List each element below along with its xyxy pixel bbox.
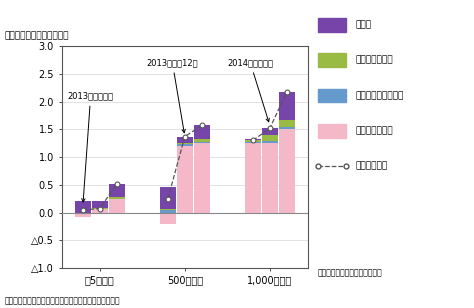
Bar: [92, 209, 108, 213]
Bar: [75, 201, 91, 213]
Text: （備考）厚生労働省「毎月勤労統計調査」により作成。: （備考）厚生労働省「毎月勤労統計調査」により作成。: [5, 296, 120, 305]
Bar: [160, 210, 176, 213]
Text: （常用労働者数別事業所規模）: （常用労働者数別事業所規模）: [318, 268, 383, 277]
Bar: [92, 208, 108, 209]
Bar: [160, 213, 176, 224]
Bar: [177, 137, 192, 143]
Text: 調査産業合計: 調査産業合計: [356, 162, 388, 171]
Bar: [160, 187, 176, 209]
Bar: [262, 143, 278, 213]
Bar: [75, 213, 91, 217]
Bar: [177, 143, 192, 144]
Text: 情　報　通　信　業: 情 報 通 信 業: [356, 91, 404, 100]
Bar: [279, 92, 295, 120]
Bar: [177, 146, 192, 213]
Bar: [279, 127, 295, 129]
Bar: [279, 129, 295, 213]
Bar: [109, 184, 125, 197]
Text: 2014年１～６月: 2014年１～６月: [228, 58, 273, 122]
Bar: [177, 144, 192, 146]
Text: 2013年１～６月: 2013年１～６月: [68, 91, 114, 202]
Bar: [262, 136, 278, 141]
Text: 2013年７～12月: 2013年７～12月: [146, 58, 198, 133]
Bar: [160, 209, 176, 210]
Bar: [245, 142, 261, 143]
Text: その他: その他: [356, 20, 372, 29]
Bar: [245, 140, 261, 142]
Bar: [245, 139, 261, 140]
Bar: [279, 120, 295, 127]
Bar: [194, 142, 210, 143]
Bar: [262, 141, 278, 143]
Bar: [92, 201, 108, 208]
Bar: [245, 143, 261, 213]
Bar: [109, 197, 125, 199]
Text: 製　　造　　業: 製 造 業: [356, 126, 393, 136]
Text: 金融業，保険業: 金融業，保険業: [356, 55, 393, 65]
Bar: [109, 199, 125, 213]
Bar: [194, 139, 210, 142]
Bar: [194, 143, 210, 213]
Bar: [262, 128, 278, 136]
Bar: [194, 125, 210, 139]
Text: （前年同期比寄与度、％）: （前年同期比寄与度、％）: [5, 31, 69, 40]
